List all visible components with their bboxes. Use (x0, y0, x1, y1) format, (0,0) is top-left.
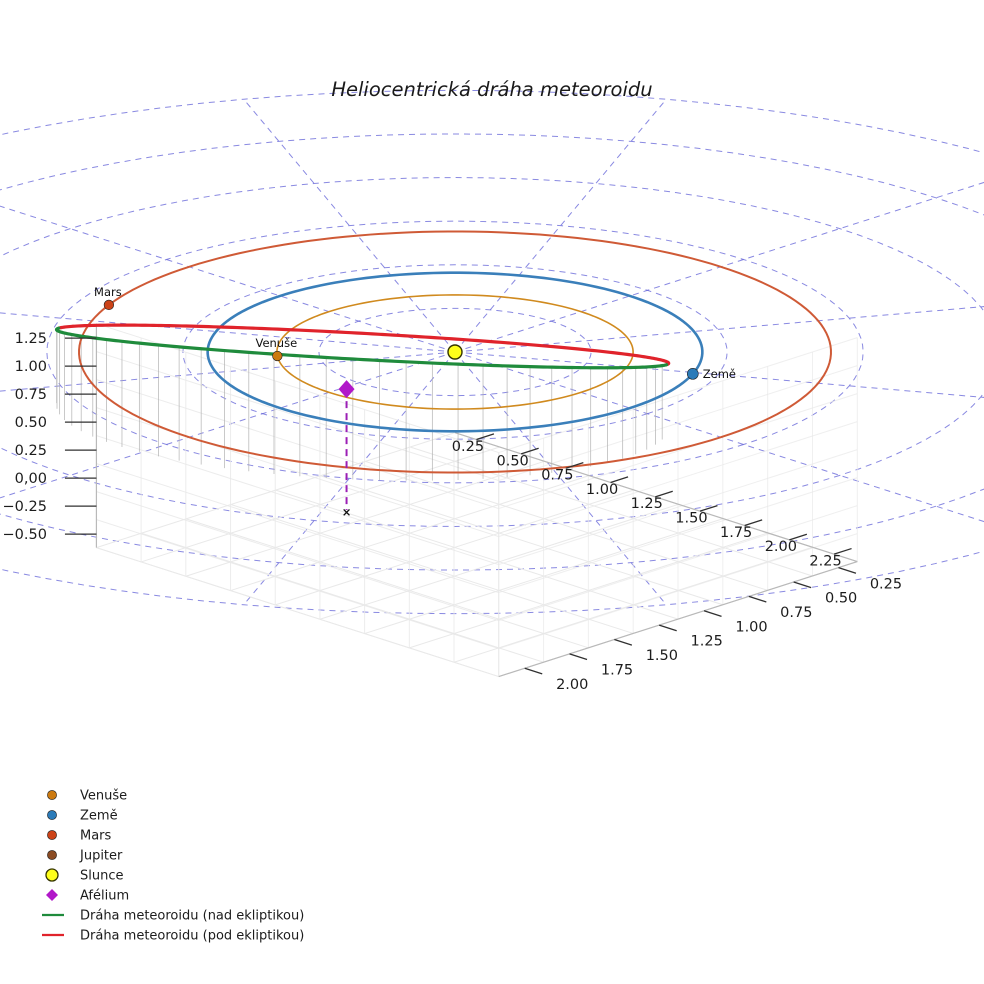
x-tick-label: 1.75 (720, 525, 752, 541)
aphelion-ground-marker: × (342, 505, 352, 519)
x-tick-label: 0.50 (496, 453, 528, 469)
legend-label-4: Slunce (80, 869, 124, 884)
z-tick-label: 1.00 (15, 359, 47, 375)
venuše-marker (272, 350, 283, 362)
země-marker (686, 368, 699, 380)
venuše-label: Venuše (255, 336, 297, 350)
legend: Venuše Země Mars Jupiter Slunce Afélium Dráha … (42, 789, 304, 944)
legend-label-3: Jupiter (79, 849, 123, 864)
legend-label-7: Dráha meteoroidu (pod ekliptikou) (80, 929, 304, 944)
mars-marker (103, 299, 115, 311)
legend-label-6: Dráha meteoroidu (nad ekliptikou) (80, 909, 304, 924)
axis-ticklabels-group: 0.25 0.50 0.75 1.00 1.25 1.50 1.75 2.00 2.25 0.25… (3, 331, 903, 693)
x-tick-label: 2.25 (809, 554, 841, 570)
z-tick-label: 1.25 (15, 331, 47, 347)
page-title: Heliocentrická dráha meteoroidu (331, 78, 652, 101)
legend-marker-5 (46, 889, 58, 901)
legend-marker-2 (47, 830, 57, 840)
y-tick-label: 1.00 (735, 619, 767, 635)
y-tick-label: 1.75 (601, 662, 633, 678)
y-tick-label: 2.00 (556, 677, 588, 693)
z-tick-label: 0.50 (15, 415, 47, 431)
z-tick-label: 0,00 (15, 471, 47, 487)
sun-marker (447, 344, 463, 360)
x-tick-label: 1.50 (675, 511, 707, 527)
x-tick-label: 1.25 (631, 496, 663, 512)
y-tick-label: 1.50 (646, 648, 678, 664)
z-tick-label: −0.50 (3, 527, 47, 543)
legend-label-2: Mars (80, 829, 112, 844)
země-label: Země (703, 367, 736, 381)
mars-label: Mars (94, 285, 122, 299)
y-tick-label: 0.25 (870, 576, 902, 592)
legend-label-1: Země (80, 809, 118, 824)
legend-label-5: Afélium (80, 889, 129, 904)
x-tick-label: 0.25 (452, 439, 484, 455)
body-markers-group: Venuše Země Mars × (94, 285, 736, 519)
meteoroid-trajectory-group (54, 323, 671, 370)
aphelion-marker (338, 380, 355, 399)
axes-panes-group (95, 323, 858, 678)
legend-marker-1 (47, 810, 57, 820)
z-tick-label: 0.75 (15, 387, 47, 403)
x-tick-label: 2.00 (765, 539, 797, 555)
legend-marker-3 (47, 850, 57, 860)
legend-marker-4 (45, 868, 59, 882)
y-tick-label: 0.50 (825, 591, 857, 607)
z-tick-label: −0.25 (3, 499, 47, 515)
legend-label-0: Venuše (80, 789, 127, 804)
y-tick-label: 0.75 (780, 605, 812, 621)
legend-marker-0 (47, 790, 57, 800)
x-tick-label: 0.75 (541, 468, 573, 484)
projection-stems-group (56, 329, 663, 481)
y-tick-label: 1.25 (691, 634, 723, 650)
polar-grid-group (0, 89, 984, 615)
z-tick-label: 0.25 (15, 443, 47, 459)
planet-orbits-group (78, 230, 832, 474)
x-tick-label: 1.00 (586, 482, 618, 498)
